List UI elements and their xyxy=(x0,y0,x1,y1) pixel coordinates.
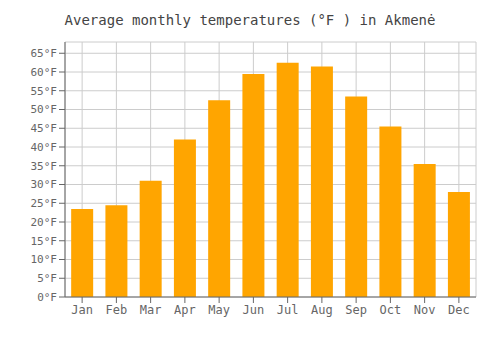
svg-text:Sep: Sep xyxy=(345,303,367,317)
svg-text:Nov: Nov xyxy=(414,303,436,317)
svg-text:25°F: 25°F xyxy=(31,197,58,210)
svg-text:Apr: Apr xyxy=(174,303,196,317)
svg-text:Mar: Mar xyxy=(140,303,162,317)
svg-text:0°F: 0°F xyxy=(37,291,57,304)
svg-text:65°F: 65°F xyxy=(31,47,58,60)
svg-text:Jun: Jun xyxy=(243,303,265,317)
svg-text:Aug: Aug xyxy=(311,303,333,317)
svg-text:20°F: 20°F xyxy=(31,216,58,229)
svg-text:50°F: 50°F xyxy=(31,103,58,116)
svg-text:10°F: 10°F xyxy=(31,253,58,266)
svg-text:Oct: Oct xyxy=(380,303,402,317)
svg-text:Dec: Dec xyxy=(448,303,470,317)
svg-text:Feb: Feb xyxy=(106,303,128,317)
svg-text:15°F: 15°F xyxy=(31,235,58,248)
svg-text:Jul: Jul xyxy=(277,303,299,317)
svg-text:30°F: 30°F xyxy=(31,178,58,191)
svg-text:55°F: 55°F xyxy=(31,85,58,98)
svg-text:35°F: 35°F xyxy=(31,160,58,173)
svg-text:60°F: 60°F xyxy=(31,66,58,79)
svg-text:45°F: 45°F xyxy=(31,122,58,135)
svg-text:5°F: 5°F xyxy=(37,272,57,285)
svg-text:May: May xyxy=(208,303,230,317)
svg-text:Jan: Jan xyxy=(71,303,93,317)
svg-text:40°F: 40°F xyxy=(31,141,58,154)
html-text:Average monthly temperatures (: Average monthly temperatures (°F ) in Ak… xyxy=(64,12,436,28)
